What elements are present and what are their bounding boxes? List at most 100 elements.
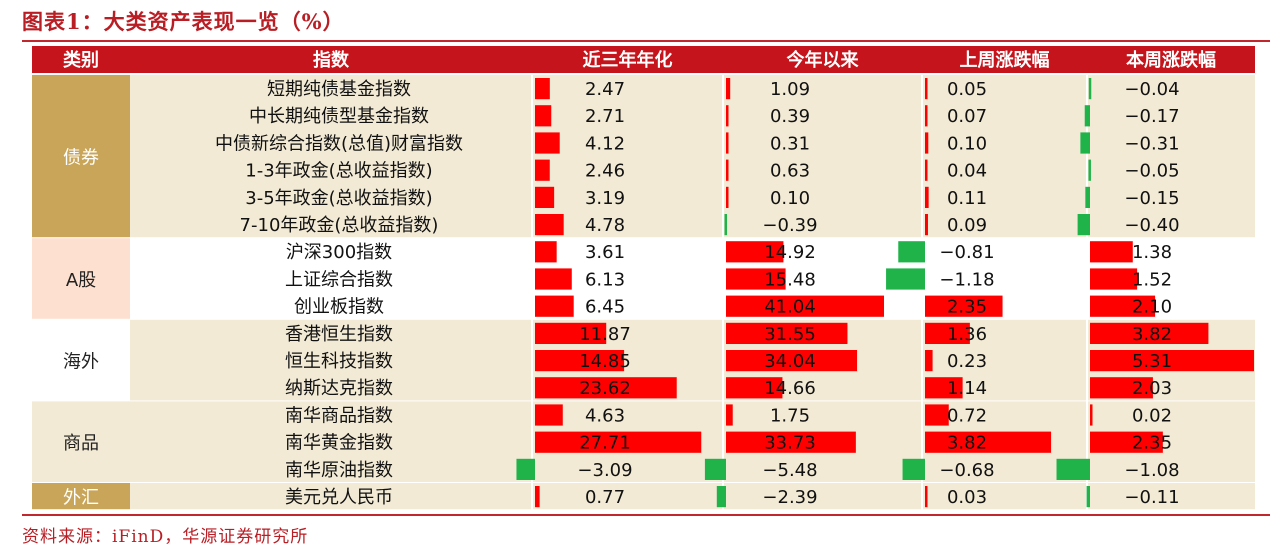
value-label: 0.77 [585,487,625,508]
value-label: 0.31 [770,133,810,154]
value-label: −0.11 [1124,487,1179,508]
positive-bar [535,186,555,208]
negative-bar [1088,78,1092,100]
group-band [130,483,1255,511]
value-label: 1.14 [947,378,987,399]
value-label: 23.62 [579,378,631,399]
index-name: 7-10年政金(总收益指数) [240,215,439,236]
value-label: 4.12 [585,133,625,154]
value-label: 14.66 [764,378,816,399]
value-label: 15.48 [764,269,816,290]
positive-bar [535,377,677,399]
value-label: 2.35 [1132,433,1172,454]
group-band [130,75,1255,239]
value-label: 33.73 [764,433,816,454]
positive-bar [726,350,858,372]
value-label: 0.04 [947,161,987,182]
positive-bar [535,350,625,372]
positive-bar [1090,431,1163,453]
positive-bar [726,186,729,208]
positive-bar [726,159,729,181]
chart-title: 图表1：大类资产表现一览（%） [22,9,345,34]
value-label: −0.05 [1124,161,1179,182]
positive-bar [726,322,848,344]
positive-bar [535,486,540,508]
positive-bar [925,159,928,181]
value-label: −0.39 [762,215,817,236]
positive-bar [535,295,574,317]
negative-bar [886,268,925,290]
value-label: 0.11 [947,188,987,209]
value-label: 0.23 [947,351,987,372]
category-cell [32,319,130,402]
positive-bar [535,241,557,263]
positive-bar [726,295,885,317]
negative-bar [1056,458,1090,480]
positive-bar [726,377,783,399]
positive-bar [1090,322,1209,344]
value-label: 0.10 [770,188,810,209]
positive-bar [726,78,731,100]
column-separator [921,75,923,511]
value-label: 0.09 [947,215,987,236]
column-separator [722,75,724,511]
value-label: 2.47 [585,79,625,100]
value-label: 27.71 [579,433,631,454]
value-label: −0.17 [1124,106,1179,127]
value-label: 3.19 [585,188,625,209]
value-label: 2.10 [1132,297,1172,318]
value-label: −0.68 [939,460,994,481]
column-separator [531,75,533,511]
index-name: 南华商品指数 [285,405,393,426]
positive-bar [925,132,929,154]
negative-bar [1084,105,1090,127]
index-name: 南华原油指数 [285,460,393,481]
category-label: 债券 [63,148,99,169]
positive-bar [726,404,733,426]
category-label: 外汇 [63,488,99,509]
value-label: −0.40 [1124,215,1179,236]
column-header: 类别 [63,49,99,71]
category-label: 商品 [63,433,99,454]
negative-bar [1077,214,1090,236]
value-label: 0.39 [770,106,810,127]
value-label: 3.61 [585,242,625,263]
title-divider [22,40,1270,42]
value-label: 1.38 [1132,242,1172,263]
value-label: −3.09 [577,460,632,481]
value-label: −1.08 [1124,460,1179,481]
positive-bar [925,186,929,208]
group-band [130,319,1255,402]
value-label: −2.39 [762,487,817,508]
positive-bar [1090,268,1138,290]
positive-bar [535,159,550,181]
negative-bar [716,486,726,508]
positive-bar [535,214,564,236]
value-label: 0.07 [947,106,987,127]
value-label: 31.55 [764,324,816,345]
value-label: 0.02 [1132,405,1172,426]
positive-bar [925,486,928,508]
negative-bar [704,458,726,480]
negative-bar [724,214,727,236]
positive-bar [726,105,729,127]
positive-bar [925,350,933,372]
value-label: −0.31 [1124,133,1179,154]
column-header: 今年以来 [787,49,860,71]
value-label: 2.71 [585,106,625,127]
value-label: 5.31 [1132,351,1172,372]
positive-bar [925,431,1052,453]
index-name: 3-5年政金(总收益指数) [245,188,432,209]
negative-bar [902,458,925,480]
positive-bar [1090,350,1254,372]
value-label: −0.81 [939,242,994,263]
header-row [32,46,1255,73]
column-header: 上周涨跌幅 [960,49,1050,71]
value-label: 34.04 [764,351,816,372]
positive-bar [726,268,786,290]
value-label: 0.10 [947,133,987,154]
positive-bar [535,322,607,344]
value-label: 1.36 [947,324,987,345]
group-separator [32,509,1255,512]
value-label: 1.75 [770,405,810,426]
